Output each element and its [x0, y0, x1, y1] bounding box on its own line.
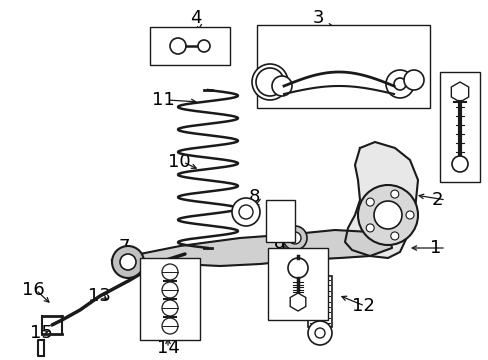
Text: 5: 5	[454, 139, 466, 157]
Circle shape	[373, 201, 401, 229]
Text: 7: 7	[118, 238, 129, 256]
Circle shape	[120, 254, 136, 270]
Circle shape	[287, 258, 307, 278]
Circle shape	[390, 232, 398, 240]
Circle shape	[256, 68, 284, 96]
Circle shape	[251, 64, 287, 100]
Text: 1: 1	[429, 239, 441, 257]
Circle shape	[314, 328, 325, 338]
Circle shape	[288, 232, 301, 244]
Circle shape	[385, 70, 413, 98]
Text: 14: 14	[156, 339, 179, 357]
Circle shape	[271, 76, 291, 96]
Bar	[307, 276, 331, 327]
Circle shape	[366, 198, 373, 206]
Text: 15: 15	[30, 324, 53, 342]
Text: 11: 11	[152, 91, 174, 109]
Bar	[267, 248, 327, 320]
Circle shape	[405, 211, 413, 219]
Text: 16: 16	[22, 281, 45, 299]
Text: 6: 6	[271, 204, 283, 222]
Circle shape	[162, 300, 178, 316]
Circle shape	[162, 318, 178, 334]
Text: 2: 2	[431, 191, 443, 209]
Text: 8: 8	[248, 188, 260, 206]
Text: 12: 12	[351, 297, 374, 315]
Text: 13: 13	[88, 287, 111, 305]
Circle shape	[283, 226, 306, 250]
Bar	[265, 200, 294, 242]
Circle shape	[162, 282, 178, 298]
Polygon shape	[112, 230, 391, 268]
Bar	[140, 258, 200, 340]
Text: 9: 9	[273, 239, 285, 257]
Circle shape	[451, 156, 467, 172]
Bar	[150, 27, 229, 65]
Bar	[439, 72, 479, 182]
Circle shape	[393, 78, 405, 90]
Text: 3: 3	[312, 9, 323, 27]
Circle shape	[366, 224, 373, 232]
Circle shape	[231, 198, 260, 226]
Circle shape	[357, 185, 417, 245]
Circle shape	[307, 321, 331, 345]
Circle shape	[162, 264, 178, 280]
Circle shape	[239, 205, 252, 219]
Bar	[257, 25, 429, 108]
Circle shape	[311, 256, 327, 272]
Text: 10: 10	[168, 153, 190, 171]
Circle shape	[112, 246, 143, 278]
Circle shape	[403, 70, 423, 90]
Polygon shape	[345, 142, 417, 258]
Circle shape	[170, 38, 185, 54]
Text: 4: 4	[190, 9, 202, 27]
Circle shape	[198, 40, 209, 52]
Circle shape	[390, 190, 398, 198]
